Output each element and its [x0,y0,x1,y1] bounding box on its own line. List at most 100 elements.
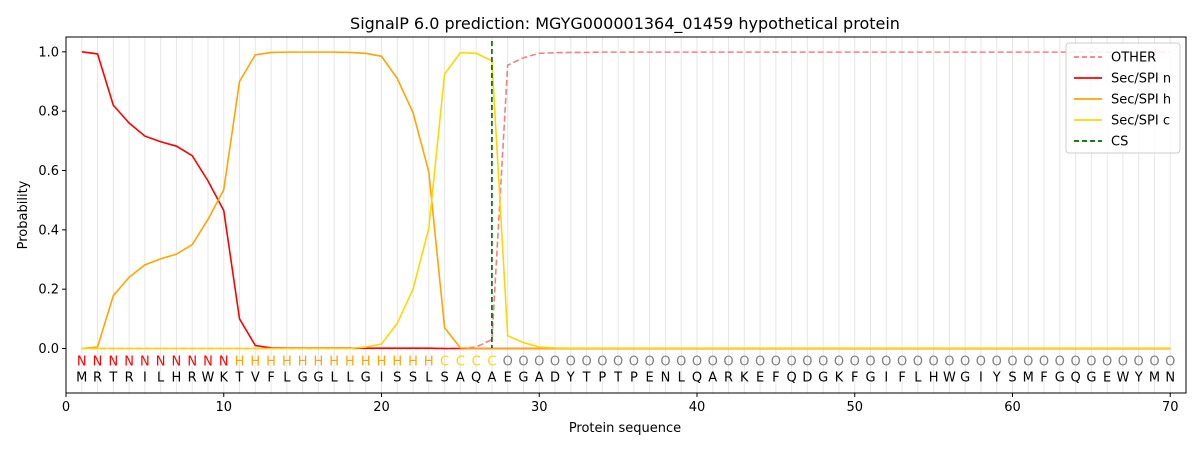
region-label: C [472,355,481,370]
region-label: C [440,355,449,370]
region-label: H [250,355,260,370]
region-label: O [881,355,891,370]
region-label: C [487,355,496,370]
sequence-residue: H [929,371,939,386]
region-label: N [172,355,182,370]
sequence-residue: K [219,371,228,386]
region-label: O [1149,355,1159,370]
sequence-residue: G [865,371,875,386]
region-label: O [503,355,513,370]
sequence-residue: L [157,371,165,386]
region-label: O [660,355,670,370]
region-label: O [1007,355,1017,370]
sequence-residue: W [1116,371,1129,386]
region-label: O [581,355,591,370]
region-label: O [739,355,749,370]
sequence-residue: Q [471,371,481,386]
sequence-residue: F [851,371,858,386]
region-label: N [124,355,134,370]
sequence-residue: T [235,371,244,386]
legend: OTHER Sec/SPI n Sec/SPI h Sec/SPI c CS [1065,42,1181,154]
y-tick-label: 0.2 [38,283,59,298]
sequence-residue: T [613,371,622,386]
sequence-residue: I [143,371,147,386]
sequence-residue: Q [1070,371,1080,386]
sequence-residue: L [678,371,686,386]
y-axis-title: Probability [16,180,31,249]
y-tick-label: 1.0 [38,45,59,60]
region-label: C [456,355,465,370]
sequence-residue: L [331,371,339,386]
region-label: O [1118,355,1128,370]
sequence-residue: I [380,371,384,386]
y-tick-label: 0.4 [38,223,59,238]
region-label: N [156,355,166,370]
y-tick-label: 0.8 [38,105,59,120]
sequence-residue: A [708,371,717,386]
region-label: O [928,355,938,370]
sequence-residue: G [960,371,970,386]
region-label: O [1102,355,1112,370]
sequence-residue: T [108,371,117,386]
series-line-other [81,51,1171,350]
sequence-residue: F [1040,371,1047,386]
legend-label-sec-spi-h: Sec/SPI h [1111,93,1171,108]
region-label: O [723,355,733,370]
region-label: H [298,355,308,370]
legend-label-sec-spi-c: Sec/SPI c [1111,114,1170,129]
sequence-residue: E [646,371,654,386]
sequence-residue: G [1086,371,1096,386]
region-label: O [629,355,639,370]
region-label: O [1165,355,1175,370]
sequence-residue: V [251,371,260,386]
region-label: O [708,355,718,370]
region-label: O [787,355,797,370]
region-label: N [140,355,150,370]
region-label: O [1134,355,1144,370]
x-tick-label: 70 [1162,400,1179,415]
region-label: N [203,355,213,370]
region-label: N [187,355,197,370]
sequence-residue: R [188,371,197,386]
sequence-residue: R [93,371,102,386]
sequence-residue: M [1149,371,1160,386]
region-label: H [377,355,387,370]
region-label: H [408,355,418,370]
sequence-residue: D [802,371,812,386]
legend-label-cs: CS [1111,135,1128,150]
region-label: O [818,355,828,370]
sequence-residue: D [550,371,560,386]
region-label: O [1070,355,1080,370]
region-label: H [266,355,276,370]
region-label: O [850,355,860,370]
legend-box [1065,42,1181,154]
sequence-residue: L [283,371,291,386]
sequence-residue: K [835,371,844,386]
sequence-residue: Q [787,371,797,386]
region-label: O [1086,355,1096,370]
sequence-residue: N [1165,371,1175,386]
region-label: O [960,355,970,370]
region-label: O [992,355,1002,370]
region-label: O [518,355,528,370]
legend-label-other: OTHER [1111,51,1156,66]
sequence-residue: G [298,371,308,386]
sequence-residue: F [267,371,274,386]
sequence-residue: G [361,371,371,386]
region-label: O [692,355,702,370]
legend-label-sec-spi-n: Sec/SPI n [1111,72,1171,87]
sequence-residue: L [425,371,433,386]
region-label: O [771,355,781,370]
region-label: O [834,355,844,370]
region-label: H [361,355,371,370]
sequence-residue: L [346,371,354,386]
region-label: H [392,355,402,370]
sequence-residue: S [393,371,401,386]
sequence-residue: W [202,371,215,386]
y-tick-label: 0.6 [38,164,59,179]
sequence-residue: G [1055,371,1065,386]
region-label: H [314,355,324,370]
x-tick-label: 30 [531,400,548,415]
plot-area: NMNRNTNRNINLNHNRNWNKHTHVHFHLHGHGHLHLHGHI… [38,36,1187,415]
